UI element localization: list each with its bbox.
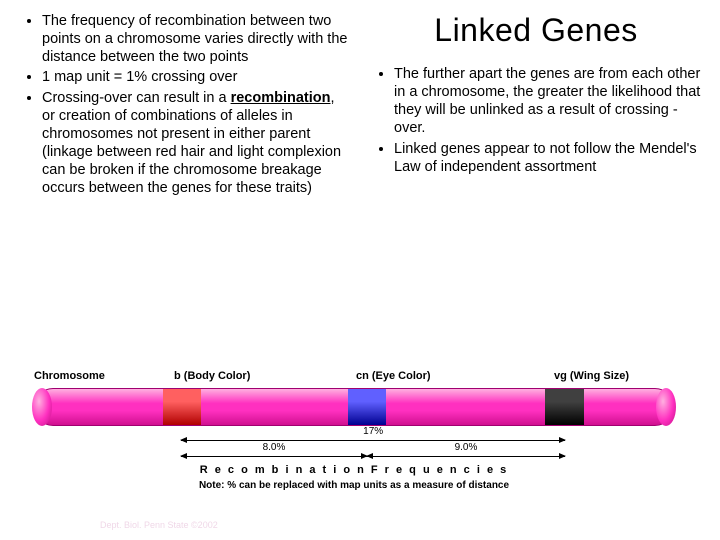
bullet-item: Linked genes appear to not follow the Me… (394, 140, 702, 176)
chromosome-body (34, 388, 674, 426)
chromosome-diagram: Chromosome b (Body Color) cn (Eye Color)… (24, 370, 696, 478)
arrow-label: 9.0% (453, 442, 480, 453)
two-column-layout: The frequency of recombination between t… (0, 0, 720, 199)
bullet-item: The further apart the genes are from eac… (394, 65, 702, 138)
gene-label: cn (Eye Color) (356, 370, 431, 382)
chromosome-label: Chromosome (34, 370, 105, 382)
chromosome-cap (32, 388, 52, 426)
gene-band (545, 389, 583, 425)
arrow-label: 17% (361, 426, 385, 437)
recombination-arrows: 17% 8.0% 9.0% R e c o m b i n a t i o n … (34, 432, 674, 478)
bullet-item: The frequency of recombination between t… (42, 12, 350, 66)
chromosome-cap (656, 388, 676, 426)
bullet-item: Crossing-over can result in a recombinat… (42, 89, 350, 198)
bullet-item: 1 map unit = 1% crossing over (42, 68, 350, 86)
recomb-arrow: 8.0% (181, 456, 367, 457)
gene-band (348, 389, 386, 425)
page-title: Linked Genes (370, 12, 702, 49)
diagram-note: Note: % can be replaced with map units a… (34, 480, 674, 491)
recomb-arrow: 17% (181, 440, 565, 441)
left-bullets: The frequency of recombination between t… (18, 12, 350, 197)
right-bullets: The further apart the genes are from eac… (370, 65, 702, 176)
gene-labels-row: Chromosome b (Body Color) cn (Eye Color)… (24, 370, 696, 384)
gene-label: b (Body Color) (174, 370, 250, 382)
left-column: The frequency of recombination between t… (18, 12, 350, 199)
gene-band (163, 389, 201, 425)
recomb-arrow: 9.0% (367, 456, 565, 457)
arrow-label: 8.0% (261, 442, 288, 453)
gene-label: vg (Wing Size) (554, 370, 629, 382)
right-column: Linked Genes The further apart the genes… (370, 12, 702, 199)
credit-text: Dept. Biol. Penn State ©2002 (100, 520, 218, 530)
recombination-title: R e c o m b i n a t i o n F r e q u e n … (34, 464, 674, 476)
chromosome-body-container (34, 388, 674, 426)
